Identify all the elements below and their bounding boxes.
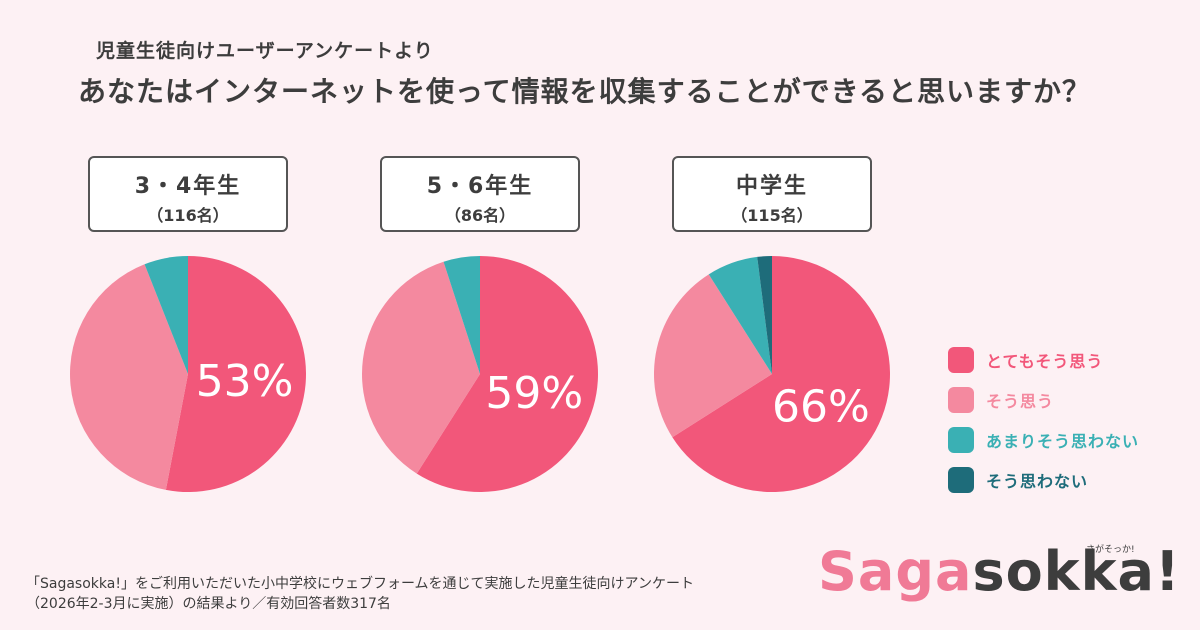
slice-percentage-label: 66%	[772, 381, 870, 432]
group-count: （86名）	[444, 206, 516, 225]
legend-label: そう思わない	[986, 472, 1089, 491]
slice-very-agree	[416, 256, 598, 492]
logo-wordmark: Sagasokka!	[818, 540, 1181, 604]
logo-part-1: Saga	[818, 540, 973, 603]
slice-very-agree	[672, 256, 890, 492]
survey-subtitle: 児童生徒向けユーザーアンケートより	[96, 40, 434, 62]
sagasokka-logo: Sagasokka! さがそっか!	[818, 540, 1180, 610]
footnote-line-1: 「Sagasokka!」をご利用いただいた小中学校にウェブフォームを通じて実施し…	[26, 576, 694, 592]
footnote: 「Sagasokka!」をご利用いただいた小中学校にウェブフォームを通じて実施し…	[26, 574, 694, 614]
group-count: （116名）	[147, 206, 229, 225]
group-box-grade34: 3・4年生 （116名）	[88, 156, 288, 232]
logo-reading: さがそっか!	[1086, 545, 1135, 555]
pie-chart-grade56: 59%	[362, 256, 598, 492]
survey-question-title: あなたはインターネットを使って情報を収集することができると思いますか？	[78, 75, 1092, 108]
legend-label: あまりそう思わない	[986, 432, 1140, 451]
legend-item-somewhat-disagree: あまりそう思わない	[948, 420, 1139, 460]
legend-swatch	[948, 387, 974, 413]
group-box-junior-high: 中学生 （115名）	[672, 156, 872, 232]
slice-very-agree	[165, 256, 307, 492]
legend-item-agree: そう思う	[948, 380, 1139, 420]
group-label: 中学生	[735, 174, 808, 199]
group-count: （115名）	[731, 206, 813, 225]
logo-part-2: sokka!	[972, 540, 1181, 603]
legend-label: とてもそう思う	[986, 352, 1104, 371]
group-box-grade56: 5・6年生 （86名）	[380, 156, 580, 232]
group-label: 5・6年生	[426, 174, 534, 199]
legend-swatch	[948, 347, 974, 373]
slice-percentage-label: 53%	[196, 356, 294, 407]
group-label: 3・4年生	[134, 174, 242, 199]
legend-item-disagree: そう思わない	[948, 460, 1139, 500]
footnote-line-2: （2026年2-3月に実施）の結果より／有効回答者数317名	[26, 596, 391, 612]
slice-percentage-label: 59%	[485, 368, 583, 419]
slice-somewhat-disagree	[708, 256, 772, 374]
slice-agree	[653, 274, 772, 438]
legend-swatch	[948, 427, 974, 453]
legend-swatch	[948, 467, 974, 493]
chart-legend: とてもそう思う そう思う あまりそう思わない そう思わない	[948, 340, 1139, 500]
slice-somewhat-disagree	[443, 256, 480, 374]
slice-disagree	[757, 256, 772, 374]
slice-agree	[362, 261, 480, 474]
slice-agree	[70, 264, 188, 490]
legend-item-very-agree: とてもそう思う	[948, 340, 1139, 380]
pie-chart-junior-high: 66%	[653, 256, 890, 492]
pie-chart-grade34: 53%	[70, 256, 307, 492]
slice-somewhat-disagree	[144, 256, 188, 374]
legend-label: そう思う	[986, 392, 1055, 411]
